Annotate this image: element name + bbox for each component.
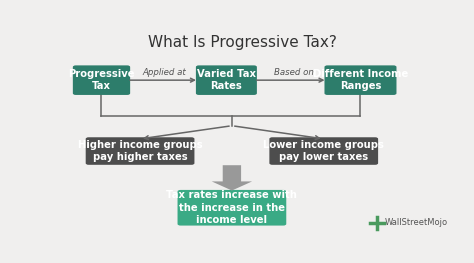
- Text: Progressive
Tax: Progressive Tax: [68, 69, 135, 91]
- FancyBboxPatch shape: [325, 65, 396, 95]
- Text: Applied at: Applied at: [142, 68, 186, 77]
- Text: What Is Progressive Tax?: What Is Progressive Tax?: [148, 35, 337, 50]
- Text: Varied Tax
Rates: Varied Tax Rates: [197, 69, 256, 91]
- Text: Based on: Based on: [274, 68, 314, 77]
- Polygon shape: [212, 165, 252, 190]
- Text: Different Income
Ranges: Different Income Ranges: [313, 69, 408, 91]
- Text: Higher income groups
pay higher taxes: Higher income groups pay higher taxes: [78, 140, 202, 162]
- FancyBboxPatch shape: [73, 65, 130, 95]
- Text: WallStreetMojo: WallStreetMojo: [384, 219, 447, 227]
- FancyBboxPatch shape: [86, 137, 194, 165]
- Text: Lower income groups
pay lower taxes: Lower income groups pay lower taxes: [263, 140, 384, 162]
- Text: Tax rates increase with
the increase in the
income level: Tax rates increase with the increase in …: [166, 190, 297, 225]
- FancyBboxPatch shape: [196, 65, 257, 95]
- FancyBboxPatch shape: [178, 190, 286, 226]
- FancyBboxPatch shape: [269, 137, 378, 165]
